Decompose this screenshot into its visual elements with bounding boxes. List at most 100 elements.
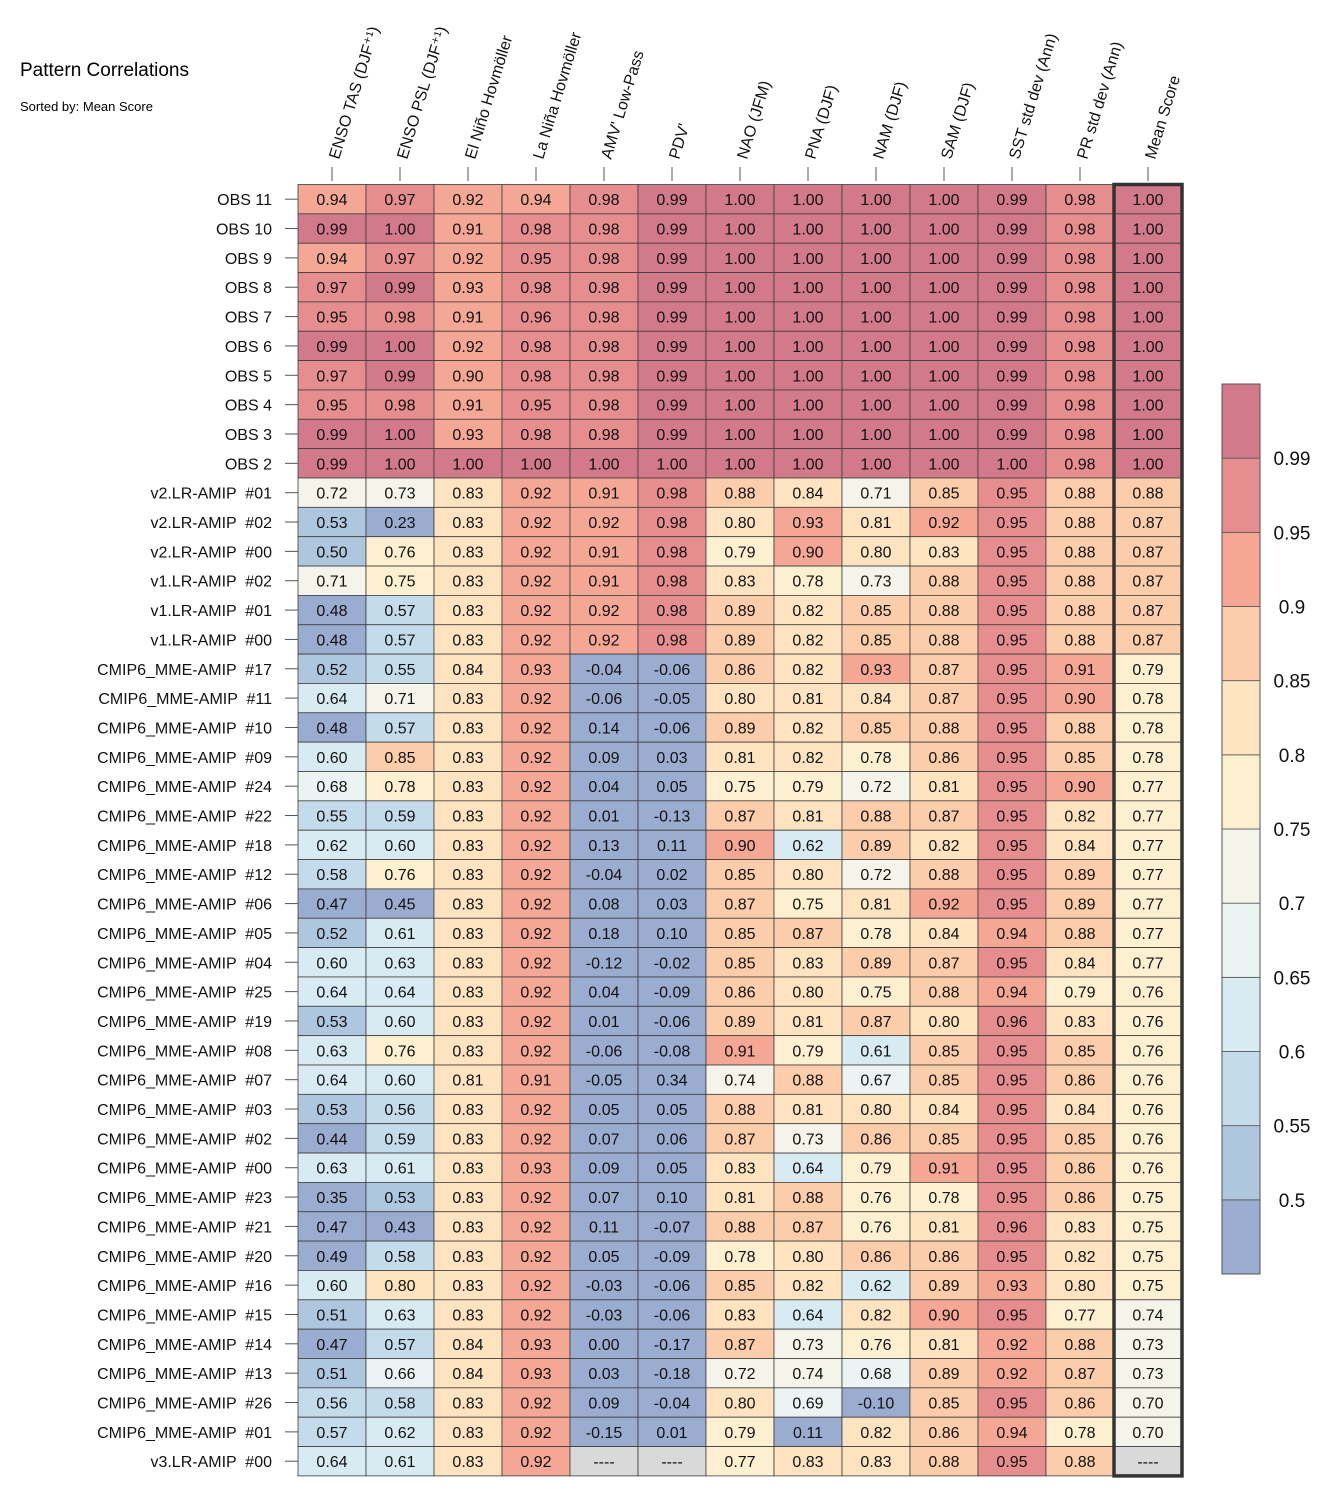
heatmap-cell xyxy=(1113,330,1183,362)
heatmap-cell xyxy=(433,976,503,1007)
cell-value: 0.93 xyxy=(792,515,823,532)
heatmap-cell xyxy=(365,272,435,303)
cell-value: 1.00 xyxy=(452,456,483,473)
cell-value: 0.98 xyxy=(1064,251,1095,268)
cell-value: -0.13 xyxy=(654,809,691,826)
cell-value: 0.71 xyxy=(860,486,891,503)
heatmap-cell xyxy=(297,917,367,949)
heatmap-cell xyxy=(977,506,1047,538)
cell-value: 0.73 xyxy=(384,486,415,503)
heatmap-cell xyxy=(433,1270,503,1301)
heatmap-cell xyxy=(705,536,775,567)
heatmap-cell xyxy=(569,536,639,567)
heatmap-cell xyxy=(977,184,1047,215)
heatmap-cell xyxy=(569,1211,639,1242)
heatmap-cell xyxy=(297,712,367,743)
heatmap-cell xyxy=(501,1123,571,1154)
heatmap-cell xyxy=(365,565,435,596)
heatmap-cell xyxy=(501,389,571,420)
heatmap-cell xyxy=(841,1005,911,1037)
cell-value: 0.77 xyxy=(1132,809,1163,826)
cell-value: 0.49 xyxy=(316,1249,347,1266)
heatmap-cell xyxy=(433,741,503,772)
heatmap-cell xyxy=(501,888,571,919)
cell-value: 0.95 xyxy=(996,1396,1027,1413)
heatmap-cell xyxy=(501,565,571,596)
heatmap-cell xyxy=(569,683,639,714)
heatmap-cell xyxy=(501,947,571,978)
cell-value: 0.72 xyxy=(860,779,891,796)
cell-value: 1.00 xyxy=(724,192,755,209)
heatmap-cell xyxy=(1045,1270,1115,1301)
cell-value: 0.88 xyxy=(928,603,959,620)
heatmap-cell xyxy=(1045,330,1115,362)
cell-value: 0.10 xyxy=(656,926,687,943)
heatmap-cell xyxy=(1045,536,1115,567)
colorbar-segment xyxy=(1221,1051,1261,1127)
cell-value: 0.99 xyxy=(996,339,1027,356)
heatmap-cell xyxy=(909,683,979,714)
cell-value: 0.62 xyxy=(384,1425,415,1442)
cell-value: 0.82 xyxy=(792,1278,823,1295)
cell-value: 0.75 xyxy=(1132,1219,1163,1236)
heatmap-cell xyxy=(569,595,639,626)
cell-value: 0.61 xyxy=(384,926,415,943)
cell-value: 0.58 xyxy=(384,1396,415,1413)
cell-value: 0.51 xyxy=(316,1307,347,1324)
cell-value: 0.64 xyxy=(792,1307,823,1324)
row-label: CMIP6_MME-AMIP #07 xyxy=(97,1073,272,1090)
heatmap-cell xyxy=(909,1005,979,1037)
heatmap-cell xyxy=(977,1328,1047,1359)
cell-value: 0.79 xyxy=(792,779,823,796)
cell-value: 0.98 xyxy=(1064,310,1095,327)
cell-value: 1.00 xyxy=(996,456,1027,473)
cell-value: 0.58 xyxy=(384,1249,415,1266)
heatmap-cell xyxy=(433,947,503,978)
heatmap-cell xyxy=(365,1005,435,1037)
heatmap-cell xyxy=(773,448,843,479)
cell-value: 0.98 xyxy=(520,427,551,444)
heatmap-cell xyxy=(1113,947,1183,978)
cell-value: 0.88 xyxy=(1064,720,1095,737)
cell-value: 0.90 xyxy=(724,838,755,855)
heatmap-cell xyxy=(1045,506,1115,538)
cell-value: 1.00 xyxy=(860,456,891,473)
colorbar-segment xyxy=(1221,1125,1261,1201)
heatmap-cell xyxy=(1113,829,1183,860)
heatmap-cell xyxy=(365,595,435,626)
heatmap-cell xyxy=(1045,1123,1115,1154)
cell-value: 0.90 xyxy=(1064,691,1095,708)
heatmap-cell xyxy=(501,272,571,303)
heatmap-cell xyxy=(773,565,843,596)
cell-value: 0.91 xyxy=(452,310,483,327)
heatmap-cell xyxy=(909,1416,979,1447)
row-label: CMIP6_MME-AMIP #15 xyxy=(97,1307,272,1324)
row-label: OBS 7 xyxy=(225,310,272,327)
cell-value: 1.00 xyxy=(1132,339,1163,356)
cell-value: 0.83 xyxy=(452,809,483,826)
cell-value: 0.64 xyxy=(792,1161,823,1178)
row-label: v3.LR-AMIP #00 xyxy=(150,1454,272,1471)
cell-value: 0.99 xyxy=(996,427,1027,444)
cell-value: 0.87 xyxy=(792,1219,823,1236)
cell-value: -0.03 xyxy=(586,1278,623,1295)
heatmap-cell xyxy=(841,1240,911,1271)
heatmap-cell xyxy=(433,1387,503,1418)
cell-value: 0.83 xyxy=(792,955,823,972)
heatmap-cell xyxy=(501,1064,571,1095)
heatmap-cell xyxy=(569,389,639,420)
cell-value: 0.95 xyxy=(996,544,1027,561)
colorbar-segment xyxy=(1221,828,1261,904)
cell-value: 0.83 xyxy=(724,574,755,591)
cell-value: 0.86 xyxy=(1064,1396,1095,1413)
cell-value: 0.85 xyxy=(928,486,959,503)
cell-value: 0.05 xyxy=(656,1161,687,1178)
heatmap-cell xyxy=(977,624,1047,655)
cell-value: 0.80 xyxy=(792,985,823,1002)
heatmap-cell xyxy=(637,947,707,978)
cell-value: 0.88 xyxy=(928,1454,959,1471)
heatmap-cell xyxy=(365,1416,435,1447)
heatmap-cell xyxy=(977,1387,1047,1418)
heatmap-cell xyxy=(977,418,1047,450)
cell-value: -0.04 xyxy=(586,867,623,884)
